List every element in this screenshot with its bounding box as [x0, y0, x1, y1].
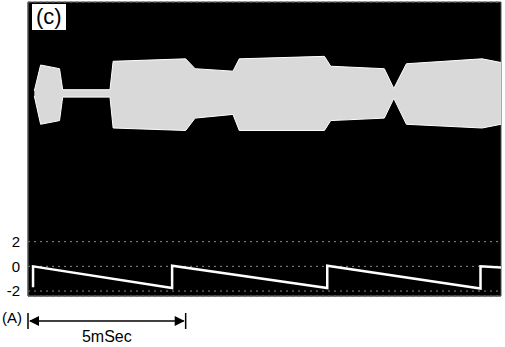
html-text:(A): (A) [2, 309, 22, 326]
svg-text:5mSec: 5mSec [82, 328, 132, 345]
svg-text:-2: -2 [7, 282, 20, 299]
html-text:(c): (c) [36, 4, 62, 29]
svg-text:0: 0 [12, 258, 20, 275]
svg-text:2: 2 [12, 233, 20, 250]
